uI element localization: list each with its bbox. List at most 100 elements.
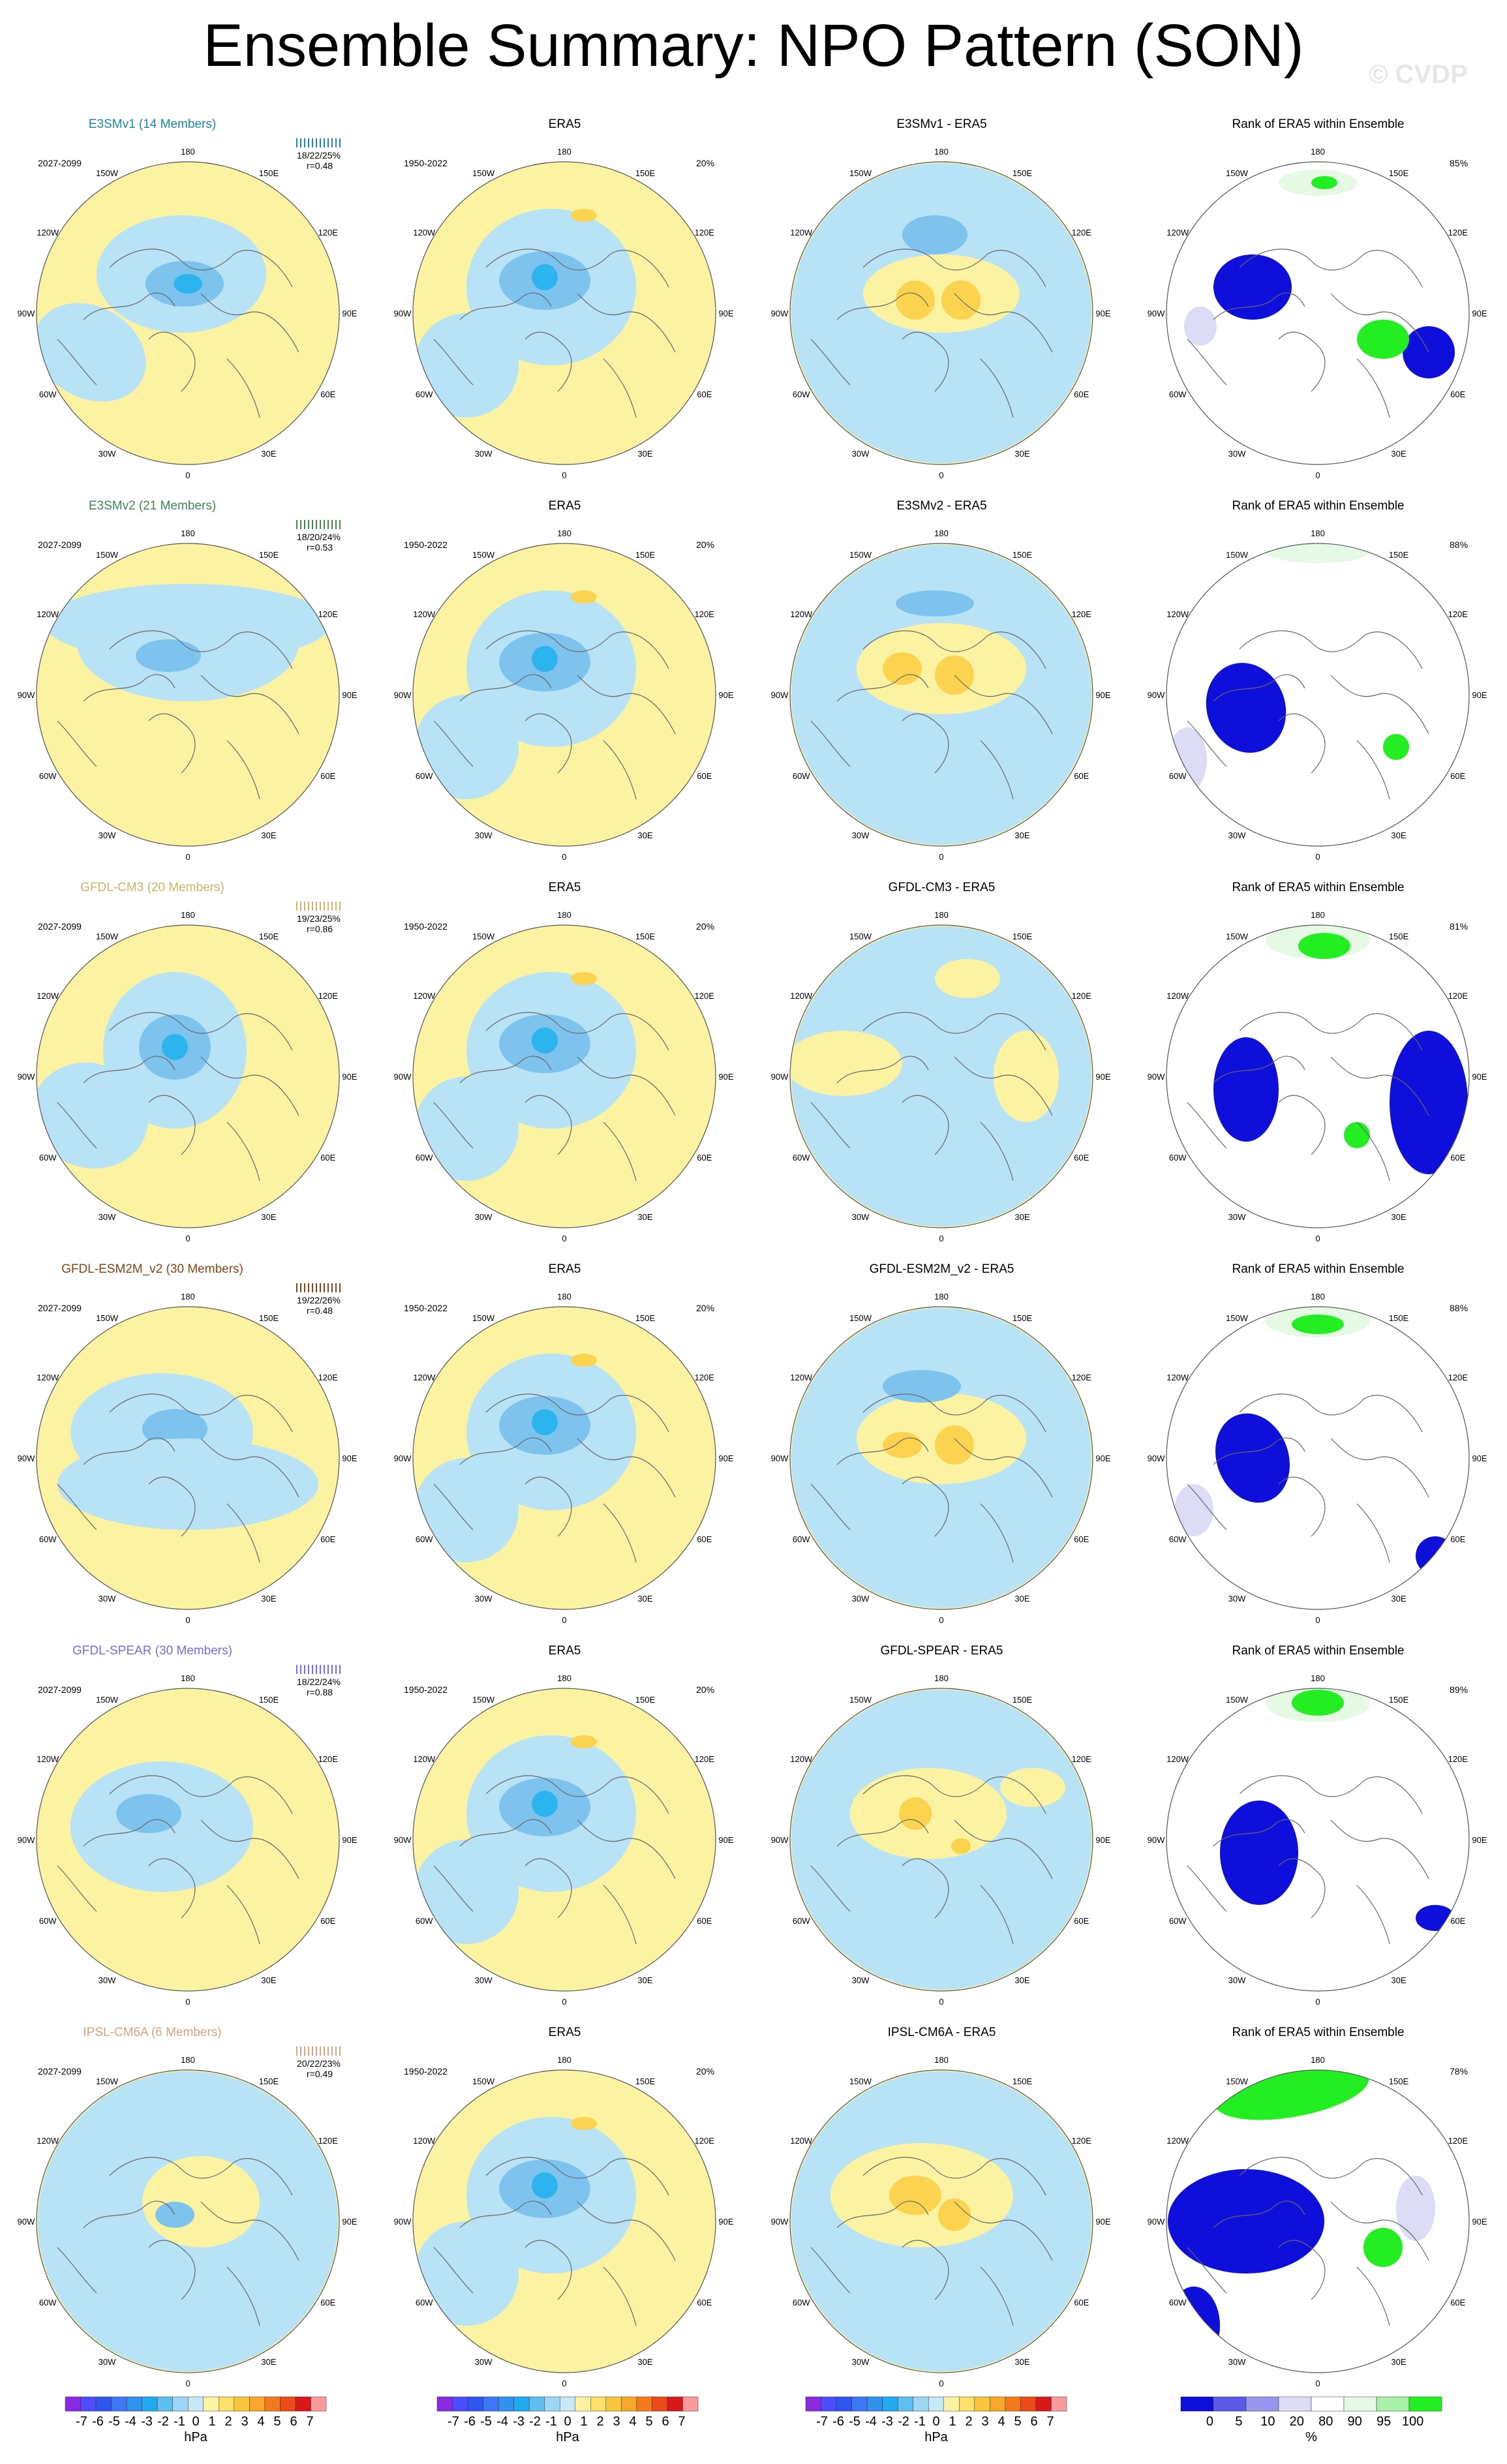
lon-label: 90W	[18, 690, 35, 700]
lon-label: 60W	[39, 1153, 57, 1163]
lon-label: 180	[557, 910, 571, 920]
polar-map: 180 150E 120E 90E 60E 30E 0 30W 60W 90W 120W 150W	[771, 528, 1111, 862]
lon-label: 180	[1311, 147, 1325, 157]
lon-label: 0	[185, 1234, 190, 1243]
map-border	[412, 924, 716, 1228]
lon-label: 60E	[320, 771, 335, 781]
field-region	[896, 281, 935, 320]
lon-label: 120E	[695, 609, 715, 619]
lon-label: 150W	[472, 550, 495, 560]
colorbar-swatch	[897, 2396, 913, 2412]
colorbar-tick-label: 4	[257, 2414, 264, 2429]
percent-label: 20%	[696, 1684, 715, 1695]
field-region	[1357, 320, 1409, 359]
lon-label: 120E	[1072, 991, 1092, 1001]
field-region	[1213, 254, 1292, 320]
field-region	[414, 695, 519, 799]
colorbar-swatch	[203, 2396, 219, 2412]
lon-label: 60E	[1450, 1916, 1465, 1926]
lon-label: 180	[1311, 1673, 1325, 1683]
model-title: IPSL-CM6A (6 Members)	[83, 2026, 222, 2039]
lon-label: 90W	[18, 1835, 35, 1845]
map-border	[36, 2069, 340, 2373]
colorbar-swatch	[636, 2396, 652, 2412]
colorbar-swatch	[1051, 2396, 1067, 2412]
field-region	[1344, 1122, 1370, 1148]
stats-label: 20/22/23%	[297, 2058, 341, 2069]
field-region	[896, 590, 974, 616]
field-region	[37, 303, 146, 402]
lon-label: 120E	[1448, 609, 1469, 619]
colorbar-swatch	[913, 2396, 929, 2412]
panel-r4-c3: 180 150E 120E 90E 60E 30E 0 30W 60W 90W 120W 150W GF…	[754, 1262, 1130, 1644]
coastline	[1187, 630, 1429, 800]
map-border	[789, 161, 1093, 465]
colorbar-tick-label: -6	[464, 2414, 476, 2429]
field-region	[994, 1031, 1059, 1122]
panel-r1-c1: 180 150E 120E 90E 60E 30E 0 30W 60W 90W 120W 150W E3…	[0, 117, 376, 499]
polar-map: 180 150E 120E 90E 60E 30E 0 30W 60W 90W 120W 150W	[771, 147, 1111, 480]
lon-label: 150E	[1012, 168, 1033, 178]
lon-label: 90E	[1472, 1453, 1487, 1463]
correlation-label: r=0.48	[307, 1305, 333, 1316]
lon-label: 90W	[1148, 1835, 1165, 1845]
map-border	[412, 543, 716, 847]
map-border	[1166, 161, 1470, 465]
lon-label: 150W	[96, 2076, 119, 2086]
field-region	[44, 584, 331, 662]
lon-label: 90W	[771, 690, 789, 700]
diff-title: E3SMv2 - ERA5	[896, 499, 987, 513]
period-label: 1950-2022	[404, 1684, 448, 1695]
map-border	[789, 1688, 1093, 1992]
panel-r1-c3: 180 150E 120E 90E 60E 30E 0 30W 60W 90W 120W 150W E3…	[754, 117, 1130, 499]
colorbar-tick-label: 2	[596, 2414, 603, 2429]
panel-r6-c4: 180 150E 120E 90E 60E 30E 0 30W 60W 90W 120W 150W Ra…	[1130, 2026, 1506, 2407]
lon-label: 30E	[1014, 1594, 1029, 1604]
coastline	[57, 1393, 299, 1563]
lon-label: 0	[1315, 1234, 1320, 1243]
field-region	[1213, 1037, 1279, 1142]
lon-label: 0	[939, 1234, 943, 1243]
lon-label: 60E	[1074, 1916, 1089, 1926]
lon-label: 180	[181, 528, 195, 538]
colorbar-tick-label: 95	[1377, 2414, 1391, 2429]
era5-title: ERA5	[548, 499, 581, 513]
lon-label: 90E	[342, 1072, 357, 1082]
lon-label: 0	[185, 852, 190, 862]
lon-label: 180	[557, 147, 571, 157]
lon-label: 30W	[475, 2357, 493, 2367]
period-label: 1950-2022	[404, 540, 448, 550]
field-region	[1390, 1031, 1468, 1174]
map-border	[36, 161, 340, 465]
polar-map: 180 150E 120E 90E 60E 30E 0 30W 60W 90W 120W 150W	[1148, 910, 1487, 1243]
lon-label: 30E	[261, 1212, 276, 1222]
lon-label: 120W	[413, 1754, 436, 1764]
coastline	[57, 249, 299, 418]
model-title: E3SMv2 (21 Members)	[88, 499, 217, 513]
colorbar-swatch	[1278, 2396, 1312, 2412]
colorbar-tick-label: 0	[1206, 2414, 1213, 2429]
lon-label: 150W	[849, 2076, 872, 2086]
colorbar-tick-label: -1	[174, 2414, 185, 2429]
lon-label: 90E	[718, 2217, 733, 2227]
map-border	[789, 2069, 1093, 2373]
lon-label: 90W	[1148, 309, 1165, 318]
field-region	[162, 1034, 188, 1060]
member-tick-marks	[296, 520, 341, 529]
panel-r2-c2: 180 150E 120E 90E 60E 30E 0 30W 60W 90W 120W 150W ER…	[376, 499, 753, 881]
field-region	[532, 646, 558, 672]
colorbar-swatch	[187, 2396, 204, 2412]
lon-label: 90W	[394, 2217, 412, 2227]
field-region	[1363, 2228, 1403, 2267]
lon-label: 0	[185, 2379, 190, 2388]
colorbar-tick-label: 1	[580, 2414, 587, 2429]
lon-label: 150W	[1226, 1695, 1249, 1705]
lon-label: 60W	[39, 1916, 57, 1926]
lon-label: 60E	[1450, 1534, 1465, 1544]
era5-title: ERA5	[548, 2026, 581, 2039]
colorbar-swatch	[1035, 2396, 1052, 2412]
lon-label: 150W	[96, 1313, 119, 1323]
colorbar-swatch	[111, 2396, 127, 2412]
lon-label: 30E	[1014, 830, 1029, 840]
lon-label: 60E	[1450, 389, 1465, 399]
